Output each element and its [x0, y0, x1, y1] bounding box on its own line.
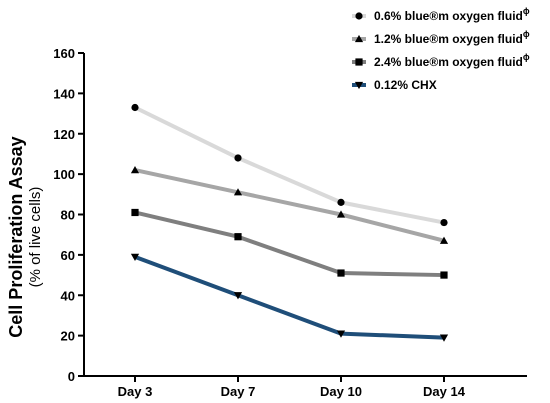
data-point — [354, 34, 364, 43]
data-point — [440, 271, 448, 279]
x-tick-label: Day 10 — [320, 384, 362, 399]
y-axis-label: Cell Proliferation Assay — [6, 136, 26, 337]
data-point — [354, 81, 364, 90]
data-point — [439, 334, 449, 342]
data-point — [337, 198, 345, 206]
data-point — [131, 208, 139, 217]
series-line — [134, 168, 445, 243]
y-tick-label: 40 — [61, 288, 75, 303]
series-1 — [131, 103, 448, 227]
series-line — [134, 255, 445, 340]
legend-superscript: ϕ — [523, 29, 530, 39]
y-tick-label: 0 — [68, 369, 75, 384]
y-tick-label: 160 — [53, 46, 75, 61]
y-axis-sublabel: (% of live cells) — [27, 187, 44, 288]
legend-superscript: ϕ — [523, 6, 530, 16]
data-point — [234, 154, 242, 162]
series-group — [130, 103, 449, 342]
y-axis-title: Cell Proliferation Assay (% of live cell… — [6, 136, 44, 337]
y-tick-label: 60 — [61, 248, 75, 263]
series-line — [134, 210, 445, 278]
y-tick-label: 120 — [53, 127, 75, 142]
legend-label: 0.6% blue®m oxygen fluidϕ — [374, 6, 530, 23]
series-2 — [130, 165, 449, 244]
data-point — [131, 103, 139, 112]
data-point — [336, 330, 346, 338]
series-4 — [130, 253, 449, 342]
y-tick-label: 140 — [53, 86, 75, 101]
y-tick-label: 20 — [61, 329, 75, 344]
legend-entry: 0.12% CHX — [352, 78, 437, 92]
data-point — [130, 253, 140, 261]
legend-entry: 0.6% blue®m oxygen fluidϕ — [352, 6, 530, 23]
y-tick-label: 100 — [53, 167, 75, 182]
data-point — [234, 233, 242, 241]
legend-label: 2.4% blue®m oxygen fluidϕ — [374, 52, 530, 69]
axes: 0 20 40 60 80 100 120 140 160 Day 3 Day 7 Day 10 Day… — [53, 46, 527, 399]
series-3 — [131, 208, 448, 279]
legend: 0.6% blue®m oxygen fluidϕ 1.2% blue®m oxy… — [352, 6, 530, 92]
data-point — [233, 292, 243, 300]
legend-superscript: ϕ — [523, 52, 530, 62]
data-point — [233, 188, 243, 196]
legend-label: 0.12% CHX — [374, 78, 437, 92]
y-tick-label: 80 — [61, 208, 75, 223]
data-point — [336, 210, 346, 218]
x-tick-label: Day 7 — [221, 384, 256, 399]
data-point — [355, 58, 363, 66]
legend-entry: 1.2% blue®m oxygen fluidϕ — [352, 29, 530, 46]
x-tick-label: Day 3 — [118, 384, 153, 399]
data-point — [337, 269, 345, 277]
data-point — [440, 218, 448, 227]
data-point — [130, 165, 140, 174]
data-point — [355, 12, 363, 20]
series-line — [134, 105, 445, 225]
legend-entry: 2.4% blue®m oxygen fluidϕ — [352, 52, 530, 69]
data-point — [439, 236, 449, 244]
legend-label: 1.2% blue®m oxygen fluidϕ — [374, 29, 530, 46]
x-tick-label: Day 14 — [423, 384, 466, 399]
